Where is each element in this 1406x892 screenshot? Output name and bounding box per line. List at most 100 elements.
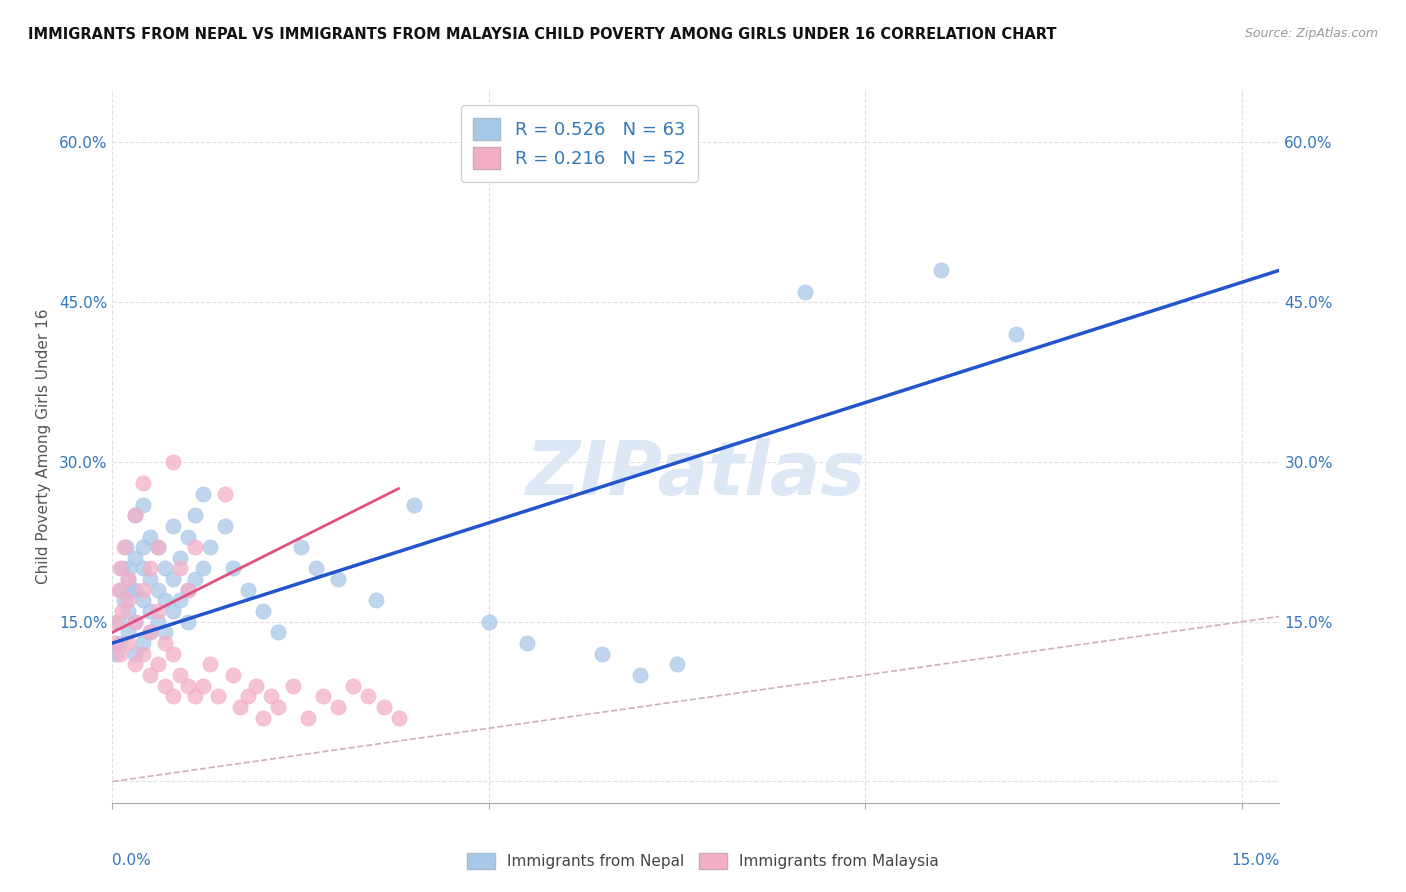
Point bbox=[124, 647, 146, 661]
Point bbox=[146, 604, 169, 618]
Text: 15.0%: 15.0% bbox=[1232, 853, 1279, 868]
Point bbox=[153, 625, 176, 640]
Point bbox=[169, 593, 191, 607]
Point bbox=[191, 679, 214, 693]
Point bbox=[120, 582, 142, 597]
Point bbox=[124, 582, 146, 597]
Point bbox=[177, 582, 200, 597]
Point bbox=[402, 498, 425, 512]
Point bbox=[110, 604, 132, 618]
Point bbox=[117, 636, 139, 650]
Point bbox=[169, 550, 191, 565]
Point bbox=[104, 636, 127, 650]
Point bbox=[139, 625, 162, 640]
Point bbox=[162, 572, 184, 586]
Point bbox=[628, 668, 651, 682]
Point bbox=[200, 540, 222, 554]
Point bbox=[162, 519, 184, 533]
Point bbox=[124, 615, 146, 629]
Point bbox=[222, 561, 245, 575]
Point bbox=[146, 540, 169, 554]
Point bbox=[153, 561, 176, 575]
Point bbox=[115, 540, 138, 554]
Point bbox=[139, 625, 162, 640]
Point bbox=[200, 657, 222, 672]
Point bbox=[112, 593, 135, 607]
Point bbox=[139, 561, 162, 575]
Text: 0.0%: 0.0% bbox=[112, 853, 152, 868]
Text: Source: ZipAtlas.com: Source: ZipAtlas.com bbox=[1244, 27, 1378, 40]
Point bbox=[794, 285, 817, 299]
Y-axis label: Child Poverty Among Girls Under 16: Child Poverty Among Girls Under 16 bbox=[35, 309, 51, 583]
Point bbox=[222, 668, 245, 682]
Point bbox=[162, 647, 184, 661]
Point bbox=[117, 593, 139, 607]
Point bbox=[214, 519, 236, 533]
Point bbox=[131, 540, 153, 554]
Point bbox=[110, 561, 132, 575]
Point bbox=[169, 668, 191, 682]
Point bbox=[118, 561, 141, 575]
Point bbox=[364, 593, 387, 607]
Point bbox=[357, 690, 380, 704]
Point bbox=[139, 668, 162, 682]
Point bbox=[107, 582, 129, 597]
Point bbox=[117, 572, 139, 586]
Point bbox=[259, 690, 281, 704]
Point bbox=[184, 690, 207, 704]
Point bbox=[108, 647, 131, 661]
Point bbox=[139, 529, 162, 543]
Point bbox=[328, 572, 350, 586]
Point bbox=[229, 700, 252, 714]
Point bbox=[929, 263, 952, 277]
Point bbox=[1005, 327, 1028, 342]
Point bbox=[387, 710, 409, 724]
Point bbox=[328, 700, 350, 714]
Point bbox=[214, 487, 236, 501]
Point bbox=[146, 615, 169, 629]
Point bbox=[162, 455, 184, 469]
Point bbox=[117, 625, 139, 640]
Point bbox=[373, 700, 395, 714]
Point bbox=[162, 604, 184, 618]
Point bbox=[245, 679, 267, 693]
Point bbox=[184, 508, 207, 523]
Point bbox=[117, 572, 139, 586]
Point bbox=[591, 647, 613, 661]
Point bbox=[191, 487, 214, 501]
Point bbox=[283, 679, 305, 693]
Point bbox=[131, 476, 153, 491]
Point bbox=[184, 540, 207, 554]
Point bbox=[108, 636, 131, 650]
Point bbox=[169, 561, 191, 575]
Point bbox=[108, 582, 131, 597]
Point bbox=[124, 508, 146, 523]
Point bbox=[108, 561, 131, 575]
Point bbox=[252, 604, 274, 618]
Point bbox=[252, 710, 274, 724]
Point bbox=[131, 593, 153, 607]
Point bbox=[139, 572, 162, 586]
Legend: Immigrants from Nepal, Immigrants from Malaysia: Immigrants from Nepal, Immigrants from M… bbox=[461, 847, 945, 875]
Point bbox=[153, 679, 176, 693]
Point bbox=[177, 582, 200, 597]
Point bbox=[478, 615, 501, 629]
Point bbox=[146, 540, 169, 554]
Legend: R = 0.526   N = 63, R = 0.216   N = 52: R = 0.526 N = 63, R = 0.216 N = 52 bbox=[461, 105, 697, 182]
Point bbox=[146, 582, 169, 597]
Point bbox=[146, 657, 169, 672]
Point bbox=[342, 679, 364, 693]
Text: IMMIGRANTS FROM NEPAL VS IMMIGRANTS FROM MALAYSIA CHILD POVERTY AMONG GIRLS UNDE: IMMIGRANTS FROM NEPAL VS IMMIGRANTS FROM… bbox=[28, 27, 1057, 42]
Point bbox=[124, 508, 146, 523]
Point bbox=[236, 690, 259, 704]
Point bbox=[297, 710, 319, 724]
Point bbox=[267, 625, 290, 640]
Point bbox=[267, 700, 290, 714]
Point bbox=[305, 561, 328, 575]
Point bbox=[105, 615, 128, 629]
Point bbox=[290, 540, 312, 554]
Point bbox=[112, 540, 135, 554]
Point bbox=[131, 647, 153, 661]
Point bbox=[124, 657, 146, 672]
Point bbox=[117, 604, 139, 618]
